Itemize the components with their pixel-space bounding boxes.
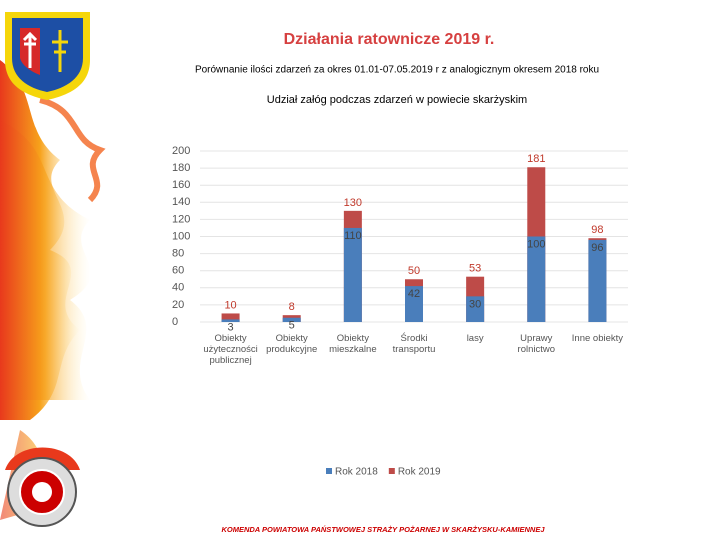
y-tick-label: 40: [172, 282, 184, 294]
y-tick-label: 0: [172, 316, 178, 328]
data-label: 98: [591, 224, 603, 236]
bar: [282, 317, 301, 322]
bar: [221, 319, 240, 322]
legend-swatch: [388, 468, 395, 474]
x-tick-label: Obiekty użyteczności publicznej: [203, 333, 258, 366]
data-label: 3: [228, 321, 234, 333]
data-label: 10: [224, 299, 236, 311]
page-title: Działania ratownicze 2019 r.: [284, 31, 495, 48]
psp-logo: [5, 447, 80, 527]
legend-swatch: [326, 468, 332, 474]
bar: [466, 296, 485, 322]
data-label: 96: [591, 242, 603, 254]
chart-title: Udział załóg podczas zdarzeń w powiecie …: [267, 94, 527, 106]
x-tick-label: Obiekty mieszkalne: [329, 333, 377, 355]
data-label: 50: [408, 265, 420, 277]
x-tick-label: Uprawy rolnictwo: [517, 333, 556, 355]
data-label: 42: [408, 288, 420, 300]
bar: [343, 227, 362, 322]
x-tick-label: lasy: [466, 333, 484, 344]
legend-label: Rok 2018: [335, 467, 378, 478]
y-tick-label: 100: [172, 230, 190, 242]
subtitle: Porównanie ilości zdarzeń za okres 01.01…: [195, 65, 599, 76]
data-label: 30: [469, 298, 481, 310]
data-label: 130: [344, 197, 362, 209]
data-label: 100: [527, 238, 545, 250]
bar: [405, 286, 423, 322]
bar: [588, 239, 607, 322]
y-tick-label: 60: [172, 265, 184, 277]
x-tick-label: Obiekty produkcyjne: [266, 333, 318, 355]
data-label: 5: [289, 320, 295, 332]
y-tick-label: 200: [172, 145, 190, 157]
x-tick-label: Środki transportu: [392, 333, 436, 355]
data-label: 8: [289, 301, 295, 313]
bar: [527, 236, 546, 322]
x-tick-label: Inne obiekty: [571, 333, 624, 344]
y-tick-label: 80: [172, 248, 184, 260]
data-label: 181: [527, 153, 545, 165]
y-tick-label: 120: [172, 213, 190, 225]
coat-of-arms: [5, 12, 90, 100]
footer: KOMENDA POWIATOWA PAŃSTWOWEJ STRAŻY POŻA…: [221, 525, 545, 534]
y-tick-label: 180: [172, 162, 190, 174]
data-label: 110: [344, 230, 362, 242]
bar: [221, 313, 240, 322]
legend-label: Rok 2019: [398, 467, 441, 478]
y-tick-label: 140: [172, 196, 190, 208]
y-tick-label: 20: [172, 299, 184, 311]
y-tick-label: 160: [172, 179, 190, 191]
data-label: 53: [469, 263, 481, 275]
